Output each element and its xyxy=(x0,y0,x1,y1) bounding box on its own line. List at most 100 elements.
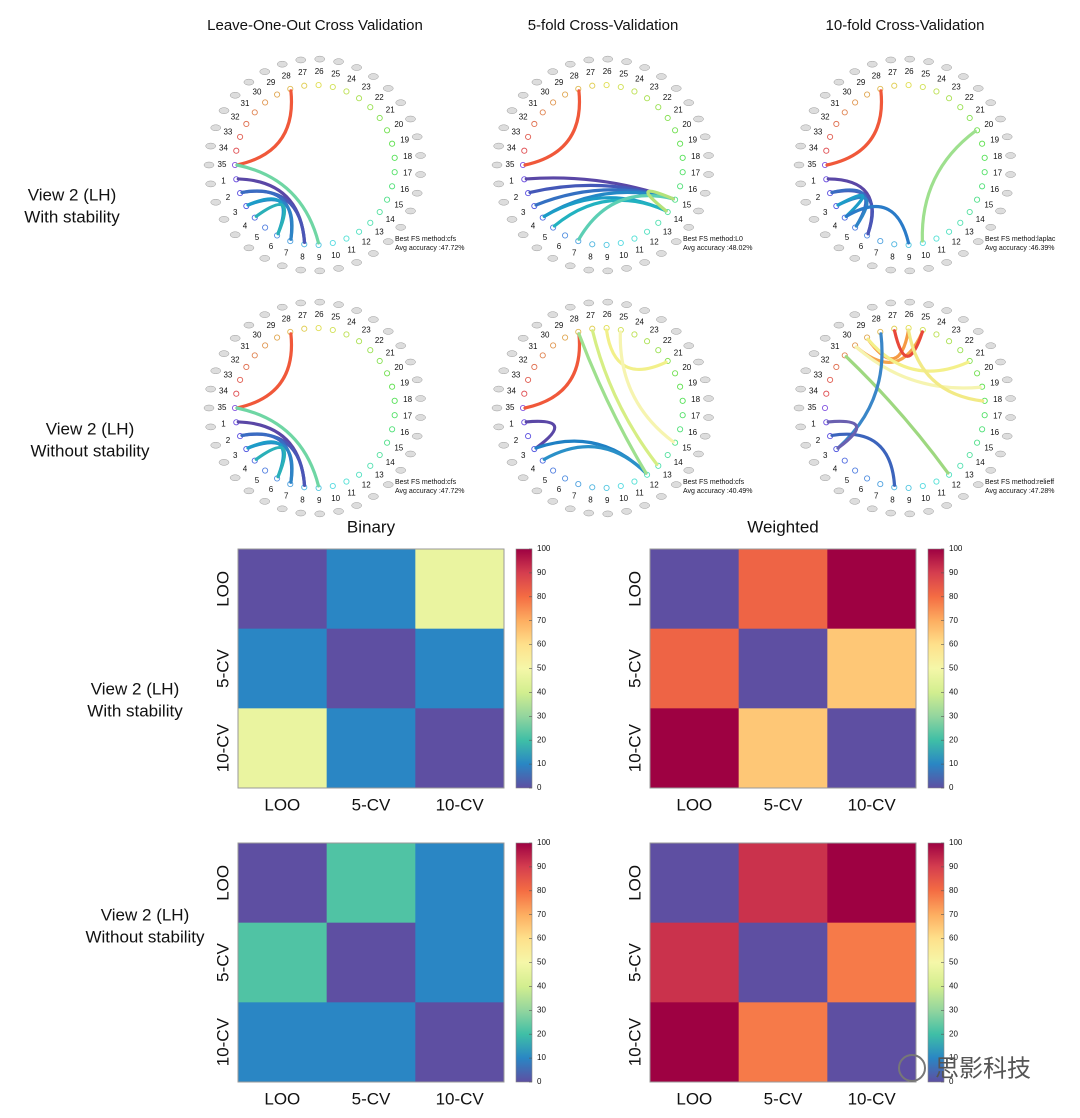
brain-icon xyxy=(808,350,820,357)
node xyxy=(384,370,391,377)
node xyxy=(655,104,662,111)
node xyxy=(384,196,391,203)
node-label: 9 xyxy=(605,496,610,505)
node xyxy=(827,376,834,383)
y-tick-label: 5-CV xyxy=(625,648,644,687)
node xyxy=(841,214,848,221)
brain-icon xyxy=(493,180,504,188)
node-label: 3 xyxy=(521,451,526,460)
brain-icon xyxy=(693,115,704,123)
node-label: 2 xyxy=(816,193,821,202)
node xyxy=(664,114,671,122)
brain-icon xyxy=(517,231,529,238)
node-label: 5 xyxy=(845,476,850,485)
node-label: 12 xyxy=(650,238,659,247)
brain-icon xyxy=(547,68,559,75)
node-label: 29 xyxy=(554,78,563,87)
accuracy-note: Avg accuracy :46.39% xyxy=(985,245,1055,252)
colorbar-tick-label: 20 xyxy=(949,735,958,744)
node-label: 15 xyxy=(394,200,403,209)
node-label: 12 xyxy=(650,481,659,490)
node xyxy=(957,462,964,469)
plot-frame xyxy=(649,548,917,789)
y-tick-label: 5-CV xyxy=(213,942,232,981)
node-label: 26 xyxy=(603,67,612,76)
y-tick-label: 10-CV xyxy=(625,1017,644,1066)
node xyxy=(905,82,912,89)
node-label: 12 xyxy=(952,238,961,247)
node-label: 1 xyxy=(509,177,514,186)
node-label: 25 xyxy=(331,312,340,321)
brain-icon xyxy=(229,231,241,238)
brain-icon xyxy=(493,423,504,431)
node xyxy=(841,457,848,464)
node xyxy=(237,133,244,140)
node-label: 25 xyxy=(921,312,930,321)
heatmap-cell xyxy=(238,922,328,1003)
node-label: 28 xyxy=(282,72,291,81)
y-tick-label: 10-CV xyxy=(213,723,232,772)
brain-icon xyxy=(683,99,695,106)
brain-icon xyxy=(1005,395,1016,402)
y-tick-label: 5-CV xyxy=(625,942,644,981)
node-label: 3 xyxy=(233,451,238,460)
node-label: 3 xyxy=(823,208,828,217)
method-note: Best FS method:cfs xyxy=(683,479,745,486)
brain-icon xyxy=(351,307,362,314)
node xyxy=(329,326,336,334)
heatmap-cell xyxy=(415,708,505,789)
colorbar-tick-label: 70 xyxy=(949,910,958,919)
brain-icon xyxy=(621,58,632,65)
brain-icon xyxy=(493,142,504,150)
node xyxy=(389,383,396,390)
brain-icon xyxy=(295,299,307,307)
brain-icon xyxy=(833,487,845,495)
node xyxy=(389,426,396,433)
brain-icon xyxy=(703,395,714,402)
node xyxy=(562,475,569,482)
brain-icon xyxy=(639,502,650,509)
node xyxy=(603,484,610,491)
brain-icon xyxy=(693,358,704,366)
node-label: 12 xyxy=(952,481,961,490)
node xyxy=(376,208,383,216)
node xyxy=(919,83,926,91)
node-label: 4 xyxy=(243,464,248,473)
edge xyxy=(523,89,582,167)
brain-icon xyxy=(351,259,362,266)
node-label: 5 xyxy=(845,233,850,242)
node-label: 8 xyxy=(300,252,305,261)
node xyxy=(833,363,840,371)
node-label: 19 xyxy=(688,135,697,144)
heatmap-cell xyxy=(238,549,328,630)
brain-icon xyxy=(218,459,230,466)
node-label: 26 xyxy=(905,310,914,319)
plot-frame xyxy=(237,548,505,789)
brain-icon xyxy=(973,238,984,245)
brain-icon xyxy=(703,171,714,178)
node-label: 27 xyxy=(888,68,897,77)
node xyxy=(521,390,528,397)
node-label: 10 xyxy=(331,494,340,503)
node-label: 24 xyxy=(635,75,644,84)
brain-icon xyxy=(333,508,344,515)
brain-icon xyxy=(415,171,426,178)
brain-icon xyxy=(985,224,997,231)
node xyxy=(233,147,240,154)
method-note: Best FS method:cfs xyxy=(395,236,457,243)
node-label: 19 xyxy=(400,378,409,387)
edge xyxy=(906,328,985,403)
brain-icon xyxy=(210,124,222,132)
brain-icon xyxy=(218,107,230,114)
node-label: 14 xyxy=(674,458,683,467)
node xyxy=(664,451,671,459)
node-label: 35 xyxy=(808,403,817,412)
brain-icon xyxy=(210,367,222,375)
y-tick-label: 10-CV xyxy=(213,1017,232,1066)
node xyxy=(979,183,986,190)
brain-icon xyxy=(295,509,307,517)
node-label: 32 xyxy=(519,355,528,364)
brain-icon xyxy=(671,85,682,92)
node xyxy=(550,99,557,106)
node-label: 9 xyxy=(317,253,322,262)
